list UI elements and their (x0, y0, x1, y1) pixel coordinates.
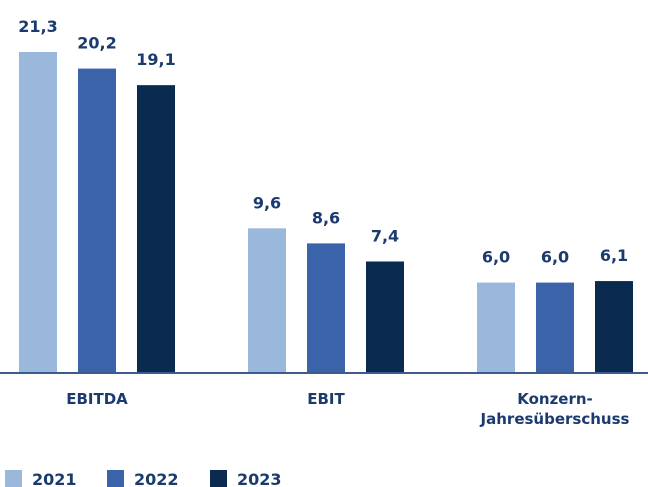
legend-label: 2022 (134, 470, 179, 487)
x-tick-label: EBITDA (66, 390, 128, 408)
legend-label: 2023 (237, 470, 282, 487)
value-label: 8,6 (312, 208, 340, 227)
bar (248, 228, 286, 373)
bar (137, 85, 175, 373)
legend-swatch (5, 470, 22, 487)
bar (595, 281, 633, 373)
value-label: 7,4 (371, 226, 399, 245)
legend-label: 2021 (32, 470, 77, 487)
value-label: 21,3 (18, 17, 57, 36)
bar (307, 243, 345, 373)
value-label: 19,1 (136, 50, 175, 69)
value-label: 6,0 (482, 248, 510, 267)
bar (477, 282, 515, 373)
legend-swatch (107, 470, 124, 487)
x-tick-label: Konzern-Jahresüberschuss (480, 390, 630, 428)
bar (19, 52, 57, 373)
value-label: 6,1 (600, 246, 628, 265)
bar (536, 282, 574, 373)
value-label: 9,6 (253, 193, 281, 212)
bar (366, 261, 404, 373)
x-tick-label: EBIT (307, 390, 345, 408)
value-label: 20,2 (77, 34, 116, 53)
value-label: 6,0 (541, 248, 569, 267)
bar (78, 68, 116, 374)
legend-swatch (210, 470, 227, 487)
